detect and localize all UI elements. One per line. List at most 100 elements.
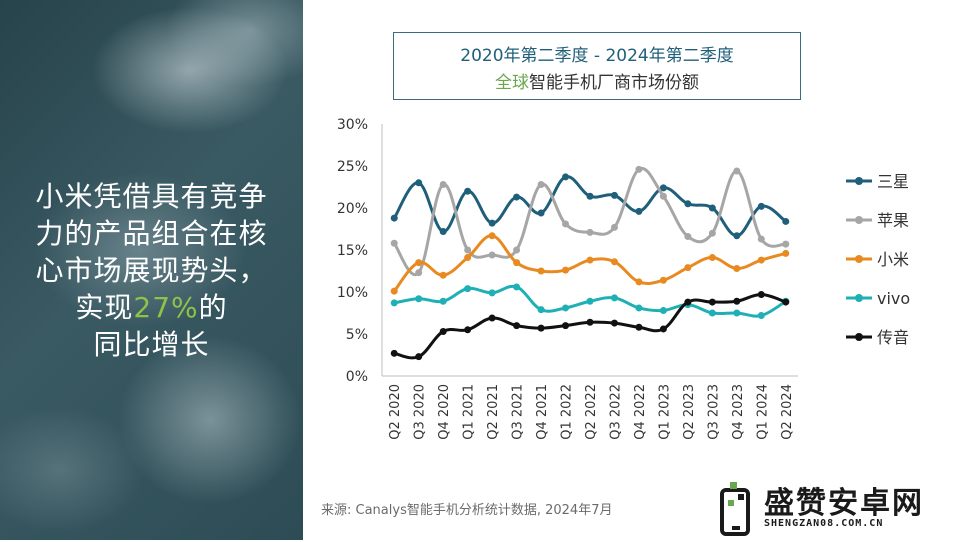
data-point <box>659 192 667 200</box>
logo-url: SHENGZAN08.COM.CN <box>764 518 884 529</box>
data-point <box>562 266 570 274</box>
data-point <box>757 312 765 320</box>
data-point <box>488 289 496 297</box>
data-point <box>733 232 741 240</box>
data-point <box>757 235 765 243</box>
data-point <box>415 179 423 187</box>
data-point <box>390 214 398 222</box>
data-point <box>513 283 521 291</box>
legend-swatch-marker <box>855 294 863 302</box>
x-tick-label: Q4 2022 <box>633 384 648 440</box>
data-point <box>610 223 618 231</box>
data-point <box>464 285 472 293</box>
data-point <box>390 239 398 247</box>
x-tick-label: Q4 2021 <box>535 384 550 440</box>
headline-line-4-pre: 实现 <box>75 291 134 324</box>
data-point <box>782 240 790 248</box>
data-point <box>415 353 423 361</box>
data-point <box>464 246 472 254</box>
data-point <box>757 256 765 264</box>
data-point <box>488 314 496 322</box>
data-point <box>415 259 423 267</box>
data-point <box>684 298 692 306</box>
data-point <box>439 297 447 305</box>
data-point <box>464 326 472 334</box>
data-point <box>659 184 667 192</box>
data-point <box>439 327 447 335</box>
data-point <box>513 259 521 267</box>
data-point <box>562 220 570 228</box>
source-note: 来源: Canalys智能手机分析统计数据, 2024年7月 <box>321 503 613 518</box>
chart-title-green: 全球 <box>495 73 529 93</box>
x-tick-label: Q4 2023 <box>731 384 746 440</box>
x-tick-label: Q1 2022 <box>560 384 575 440</box>
x-tick-label: Q2 2023 <box>682 384 697 440</box>
data-point <box>610 258 618 266</box>
data-point <box>464 254 472 262</box>
site-logo: 盛赞安卓网 SHENGZAN08.COM.CN <box>716 478 956 538</box>
chart-title-line-1: 2020年第二季度 - 2024年第二季度 <box>460 46 734 66</box>
data-point <box>733 309 741 317</box>
x-tick-label: Q4 2020 <box>437 384 452 440</box>
x-tick-label: Q2 2022 <box>584 384 599 440</box>
data-point <box>659 276 667 284</box>
y-tick-label: 25% <box>337 159 368 175</box>
headline-line-2: 力的产品组合在核 <box>35 217 268 250</box>
data-point <box>439 271 447 279</box>
legend-swatch-marker <box>855 333 863 341</box>
data-point <box>733 167 741 175</box>
data-point <box>537 209 545 217</box>
data-point <box>537 306 545 314</box>
headline-line-4-post: 的 <box>198 291 228 324</box>
data-point <box>586 228 594 236</box>
data-point <box>733 297 741 305</box>
data-point <box>562 322 570 330</box>
data-point <box>513 322 521 330</box>
y-tick-label: 30% <box>337 117 368 133</box>
data-point <box>708 229 716 237</box>
data-point <box>415 269 423 277</box>
data-point <box>586 297 594 305</box>
data-point <box>782 217 790 225</box>
headline-line-1: 小米凭借具有竞争 <box>35 180 268 213</box>
data-point <box>659 325 667 333</box>
data-point <box>586 256 594 264</box>
headline-line-3: 心市场展现势头， <box>35 254 268 287</box>
chart-title-box: 2020年第二季度 - 2024年第二季度 全球智能手机厂商市场份额 <box>393 32 801 100</box>
y-tick-label: 5% <box>346 327 368 343</box>
data-point <box>684 200 692 208</box>
data-point <box>513 246 521 254</box>
data-point <box>635 304 643 312</box>
logo-text: 盛赞安卓网 <box>764 486 924 521</box>
data-point <box>439 180 447 188</box>
data-point <box>562 173 570 181</box>
data-point <box>562 304 570 312</box>
x-tick-label: Q3 2021 <box>511 384 526 440</box>
legend-swatch-marker <box>855 216 863 224</box>
data-point <box>415 295 423 303</box>
x-tick-label: Q1 2024 <box>755 384 770 440</box>
legend-label: 苹果 <box>877 211 909 230</box>
chart-title-rest: 智能手机厂商市场份额 <box>529 73 699 93</box>
y-tick-label: 0% <box>346 369 368 385</box>
data-point <box>635 278 643 286</box>
left-image-panel: 小米凭借具有竞争 力的产品组合在核 心市场展现势头， 实现27%的 同比增长 <box>0 0 303 540</box>
headline-line-4: 实现27%的 <box>0 289 303 326</box>
x-tick-label: Q3 2023 <box>706 384 721 440</box>
legend-swatch-marker <box>855 177 863 185</box>
legend-label: 传音 <box>877 328 909 347</box>
data-point <box>610 319 618 327</box>
headline-text: 小米凭借具有竞争 力的产品组合在核 心市场展现势头， 实现27%的 同比增长 <box>0 178 303 363</box>
data-point <box>708 309 716 317</box>
x-tick-label: Q3 2022 <box>608 384 623 440</box>
data-point <box>537 180 545 188</box>
data-point <box>635 165 643 173</box>
data-point <box>708 204 716 212</box>
data-point <box>390 287 398 295</box>
y-tick-label: 10% <box>337 285 368 301</box>
data-point <box>782 298 790 306</box>
x-tick-label: Q3 2020 <box>413 384 428 440</box>
data-point <box>684 264 692 272</box>
data-point <box>635 323 643 331</box>
